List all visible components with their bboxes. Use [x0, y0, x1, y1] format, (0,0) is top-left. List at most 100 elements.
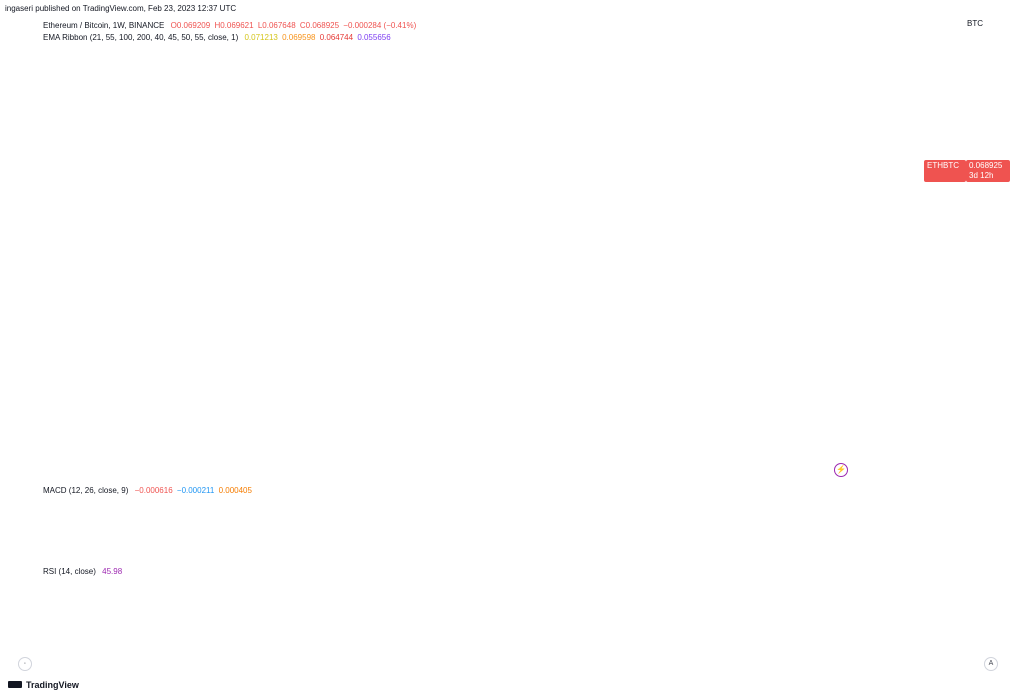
macd-axis-label: 0.010000 [968, 480, 1002, 489]
candle-body [643, 100, 650, 160]
candle-body [804, 127, 811, 137]
price-axis-label: 0.085000 [968, 68, 1002, 77]
price-axis-label: 0.046000 [968, 326, 1002, 335]
candle-body [661, 153, 668, 166]
macd-axis-label: 0.000000 [968, 528, 1002, 537]
macd-histogram-bar [158, 532, 166, 537]
macd-histogram-bar [741, 532, 749, 533]
macd-histogram-bar [723, 531, 731, 533]
macd-histogram-bar [212, 532, 220, 538]
rsi-axis-label: 40.00 [10, 624, 31, 633]
candle-body [168, 153, 175, 198]
time-axis-label: 2022 [287, 659, 305, 668]
macd-histogram-bar [436, 532, 444, 533]
candle-body [499, 254, 506, 271]
macd-histogram-bar [382, 532, 390, 537]
ema-value-200: 0.055656 [357, 33, 391, 42]
macd-histogram-bar [714, 531, 722, 533]
candle-body [311, 124, 318, 160]
macd-histogram-bar [427, 531, 435, 533]
time-axis-label: Sep [612, 659, 627, 668]
price-axis-label: 0.033400 [968, 460, 1002, 469]
macd-histogram-bar [696, 531, 704, 533]
macd-histogram-bar [642, 532, 650, 534]
candle-body [69, 201, 76, 212]
macd-histogram-bar [580, 524, 588, 533]
macd-histogram-bar [553, 528, 561, 533]
macd-histogram-bar [768, 532, 776, 533]
macd-histogram-bar [311, 532, 319, 536]
candle-body [688, 156, 695, 166]
price-tag-value-box: 0.068925 3d 12h [966, 160, 1010, 182]
macd-histogram-bar [857, 532, 865, 535]
candle-body [706, 113, 713, 134]
macd-histogram-bar [508, 532, 516, 541]
time-axis-label: 2023 [772, 659, 790, 668]
candle-body [51, 184, 58, 237]
candle-body [213, 143, 220, 153]
candle-body [858, 158, 865, 161]
time-axis-label: Mar [853, 659, 867, 668]
time-axis-label: Nov [696, 659, 710, 668]
candle-body [204, 152, 211, 163]
macd-histogram-bar [804, 532, 812, 534]
auto-scale-toggle[interactable]: A [984, 657, 998, 671]
rsi-value: 45.98 [102, 567, 123, 576]
price-axis-label: 0.035200 [968, 438, 1002, 447]
macd-histogram-bar [526, 532, 534, 536]
macd-histogram-bar [705, 530, 713, 533]
macd-histogram-bar [830, 532, 838, 535]
macd-histogram-bar [374, 532, 382, 538]
candle-body [723, 119, 730, 148]
rsi-axis-label: 60.00 [10, 587, 31, 596]
ohlc-change: −0.000284 (−0.41%) [343, 21, 417, 30]
tradingview-logo-icon[interactable] [8, 681, 22, 688]
macd-histogram-bar [822, 532, 830, 535]
settings-toggle-icon[interactable]: ◦ [18, 657, 32, 671]
macd-histogram-bar [813, 532, 821, 535]
candle-body [598, 105, 605, 120]
macd-histogram-bar [660, 532, 668, 535]
candle-body [132, 118, 139, 166]
candle-body [249, 71, 256, 120]
macd-histogram-bar [123, 532, 131, 534]
currency-label: BTC [967, 19, 983, 28]
macd-histogram-bar [544, 530, 552, 533]
footer-bar: TradingView [0, 676, 1024, 694]
price-axis-label: 0.049000 [968, 299, 1002, 308]
macd-histogram-bar [499, 532, 507, 542]
tradingview-brand[interactable]: TradingView [26, 680, 79, 690]
macd-histogram-bar [239, 532, 247, 533]
candle-body [750, 136, 757, 154]
candle-body [87, 177, 94, 198]
macd-histogram-bar [571, 525, 579, 533]
price-axis-label: 0.093000 [968, 31, 1002, 40]
candle-body [356, 150, 363, 159]
macd-histogram-bar [87, 532, 95, 533]
candle-body [517, 236, 524, 248]
ohlc-open: O0.069209 [170, 21, 211, 30]
lightning-icon[interactable]: ⚡ [834, 463, 848, 477]
candle-body [96, 159, 103, 178]
macd-axis-label: 0.005000 [968, 504, 1002, 513]
candle-body [777, 136, 784, 151]
macd-signal-line [46, 494, 862, 544]
ema-line [45, 134, 862, 271]
candle-body [491, 262, 497, 271]
price-tag: ETHBTC [924, 160, 966, 182]
macd-histogram-bar [535, 532, 543, 534]
time-axis-label: Mar [371, 659, 385, 668]
ema-legend: EMA Ribbon (21, 55, 100, 200, 40, 45, 50… [43, 33, 391, 42]
candle-body [392, 147, 399, 154]
candle-body [123, 165, 130, 171]
rsi-line [45, 572, 862, 647]
price-tag-value: 0.068925 [969, 161, 1003, 170]
candle-body [302, 110, 309, 125]
macd-axis-label: −0.005000 [968, 552, 1007, 561]
macd-histogram-bar [338, 532, 346, 540]
candle-body [580, 136, 587, 148]
macd-histogram-bar [320, 532, 328, 538]
